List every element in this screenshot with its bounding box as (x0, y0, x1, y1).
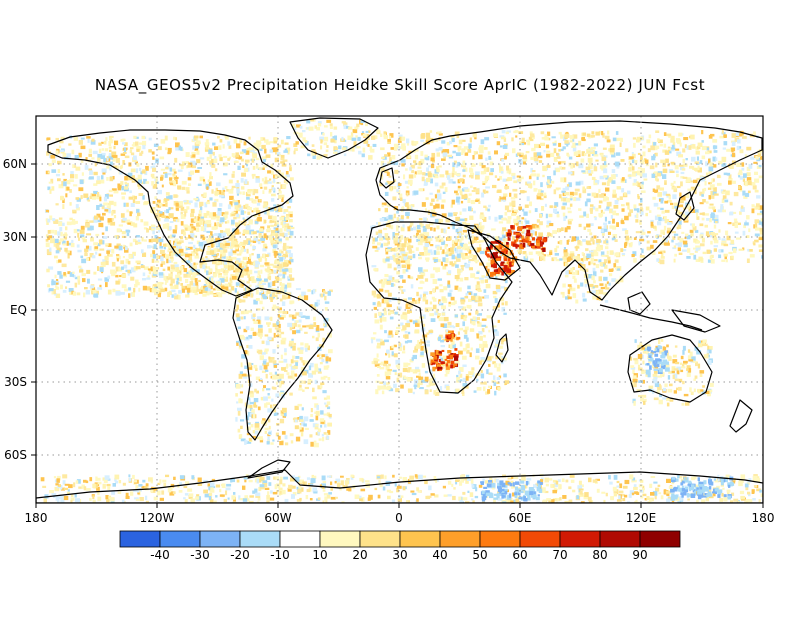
colorbar-tick-label: 50 (472, 548, 487, 562)
colorbar-swatch (319, 530, 361, 548)
colorbar-swatch (159, 530, 201, 548)
lon-label: 120W (140, 511, 175, 525)
coast-australia (627, 334, 713, 403)
colorbar-swatch (599, 530, 641, 548)
coast-antarctic-peninsula (247, 459, 291, 479)
lat-label: 30N (3, 230, 27, 244)
colorbar-tick-label: -30 (190, 548, 210, 562)
colorbar-tick-label: 90 (632, 548, 647, 562)
colorbar-swatch (359, 530, 401, 548)
lat-label: 30S (4, 375, 27, 389)
coast-borneo (627, 291, 651, 315)
coast-british-isles (379, 167, 395, 189)
coast-arabia (467, 229, 521, 281)
map-title: NASA_GEOS5v2 Precipitation Heidke Skill … (94, 76, 706, 94)
lon-label: 120E (626, 511, 657, 525)
lon-label: 180 (752, 511, 775, 525)
colorbar-tick-label: -10 (270, 548, 290, 562)
colorbar-swatch (119, 530, 161, 548)
colorbar-swatch (479, 530, 521, 548)
colorbar-swatch (399, 530, 441, 548)
colorbar-swatch (559, 530, 601, 548)
colorbar-swatch (519, 530, 561, 548)
colorbar-tick-label: -20 (230, 548, 250, 562)
lon-label: 180 (25, 511, 48, 525)
coast-eurasia (375, 120, 763, 301)
colorbar-labels: -40 -30 -20 -10 10 20 30 40 50 60 70 80 … (150, 548, 647, 562)
lat-label: 60N (3, 157, 27, 171)
colorbar-swatch (439, 530, 481, 548)
coast-africa (365, 221, 513, 394)
coast-north-america (47, 129, 294, 297)
colorbar-swatch (199, 530, 241, 548)
lon-label: 60W (264, 511, 291, 525)
coast-greenland (289, 117, 379, 159)
coast-new-zealand (729, 399, 753, 433)
colorbar-swatch (639, 530, 681, 548)
coast-japan (675, 191, 695, 221)
lon-label: 60E (509, 511, 532, 525)
colorbar-tick-label: 70 (552, 548, 567, 562)
skill-field (40, 118, 763, 503)
tick-marks (31, 163, 764, 508)
coast-new-guinea (671, 309, 721, 333)
lon-label: 0 (395, 511, 403, 525)
colorbar-tick-label: 20 (352, 548, 367, 562)
colorbar-tick-label: 60 (512, 548, 527, 562)
grid (36, 116, 763, 503)
colorbar-tick-label: 10 (312, 548, 327, 562)
colorbar-tick-label: 80 (592, 548, 607, 562)
colorbar-tick-label: 30 (392, 548, 407, 562)
coast-madagascar (495, 333, 509, 363)
colorbar-swatch (239, 530, 281, 548)
coast-antarctica (36, 469, 763, 503)
lat-label: 60S (4, 448, 27, 462)
coast-indonesia (599, 304, 703, 331)
lat-label: EQ (10, 303, 27, 317)
colorbar (119, 530, 681, 548)
colorbar-tick-label: -40 (150, 548, 170, 562)
colorbar-tick-label: 40 (432, 548, 447, 562)
colorbar-swatch (279, 530, 321, 548)
